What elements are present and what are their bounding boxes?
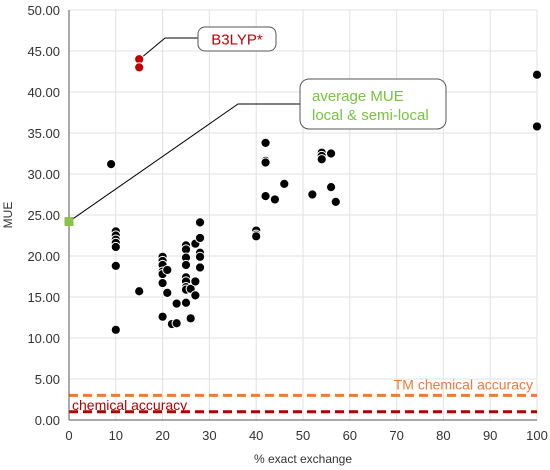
data-point	[316, 154, 327, 165]
x-tick-label: 50	[296, 428, 310, 443]
x-axis-title: % exact exchange	[254, 452, 352, 466]
data-point	[194, 251, 206, 262]
data-point	[157, 311, 168, 322]
data-point	[531, 69, 543, 80]
data-point	[260, 137, 271, 148]
data-point	[194, 217, 206, 228]
data-point	[110, 260, 121, 271]
data-point	[190, 276, 201, 287]
data-point	[134, 62, 145, 73]
data-point-square	[64, 217, 74, 227]
data-point	[180, 259, 192, 271]
b3lyp-callout-box	[197, 26, 277, 52]
reference-lines: TM chemical accuracy chemical accuracy	[69, 376, 537, 414]
data-point	[162, 264, 173, 276]
data-point	[180, 297, 192, 308]
data-point	[110, 324, 121, 335]
data-point	[185, 313, 196, 324]
data-point	[330, 196, 341, 207]
data-point	[260, 191, 271, 202]
y-tick-labels: 0.00 5.00 10.00 15.00 20.00 25.00 30.00 35.00 40…	[27, 3, 60, 428]
y-tick-label: 5.00	[35, 372, 60, 387]
data-point	[194, 262, 206, 273]
x-tick-label: 100	[526, 428, 548, 443]
y-tick-label: 20.00	[27, 249, 60, 264]
x-tick-label: 90	[483, 428, 497, 443]
data-point	[157, 277, 168, 289]
data-point	[190, 290, 201, 301]
x-tick-label: 20	[155, 428, 169, 443]
x-tick-label: 10	[109, 428, 123, 443]
y-tick-label: 25.00	[27, 208, 60, 223]
data-points	[64, 54, 543, 335]
average-mue-callout-box	[299, 78, 447, 130]
y-tick-label: 10.00	[27, 331, 60, 346]
x-tick-label: 70	[389, 428, 403, 443]
data-point	[194, 232, 206, 244]
data-point	[269, 194, 281, 205]
data-point	[106, 159, 117, 170]
y-tick-label: 30.00	[27, 167, 60, 182]
annotation-callouts: B3LYP* average MUE local & semi-local	[197, 26, 447, 130]
average-mue-leader-line	[68, 103, 300, 222]
x-tick-label: 60	[343, 428, 357, 443]
data-point	[325, 148, 337, 159]
data-point	[279, 178, 290, 189]
b3lyp-callout-text: B3LYP*	[211, 32, 263, 49]
data-point	[162, 287, 173, 298]
y-tick-label: 40.00	[27, 85, 60, 100]
x-tick-labels: 0 10 20 30 40 50 60 70 80 90 100	[65, 428, 547, 443]
data-point	[325, 182, 337, 193]
y-tick-label: 45.00	[27, 44, 60, 59]
axes	[68, 10, 537, 421]
reference-line-label: TM chemical accuracy	[394, 376, 533, 392]
data-point	[251, 231, 262, 242]
data-point	[307, 189, 318, 200]
y-tick-label: 0.00	[35, 413, 60, 428]
y-tick-label: 15.00	[27, 290, 60, 305]
data-point	[171, 318, 182, 329]
y-tick-label: 35.00	[27, 126, 60, 141]
average-mue-callout-text: local & semi-local	[312, 107, 429, 124]
data-point	[134, 286, 145, 297]
x-tick-label: 0	[65, 428, 72, 443]
data-point	[260, 157, 271, 168]
average-mue-callout-text: average MUE	[312, 88, 404, 105]
b3lyp-leader-line	[142, 37, 198, 57]
x-tick-label: 30	[202, 428, 216, 443]
data-point	[110, 241, 121, 253]
y-axis-title: MUE	[1, 202, 15, 229]
data-point	[171, 298, 182, 309]
reference-line-label: chemical accuracy	[72, 397, 187, 413]
gridlines	[69, 9, 538, 420]
y-tick-label: 50.00	[27, 3, 60, 18]
data-point	[531, 121, 543, 132]
x-tick-label: 80	[436, 428, 450, 443]
x-tick-label: 40	[249, 428, 263, 443]
annotation-leaders	[68, 37, 300, 222]
